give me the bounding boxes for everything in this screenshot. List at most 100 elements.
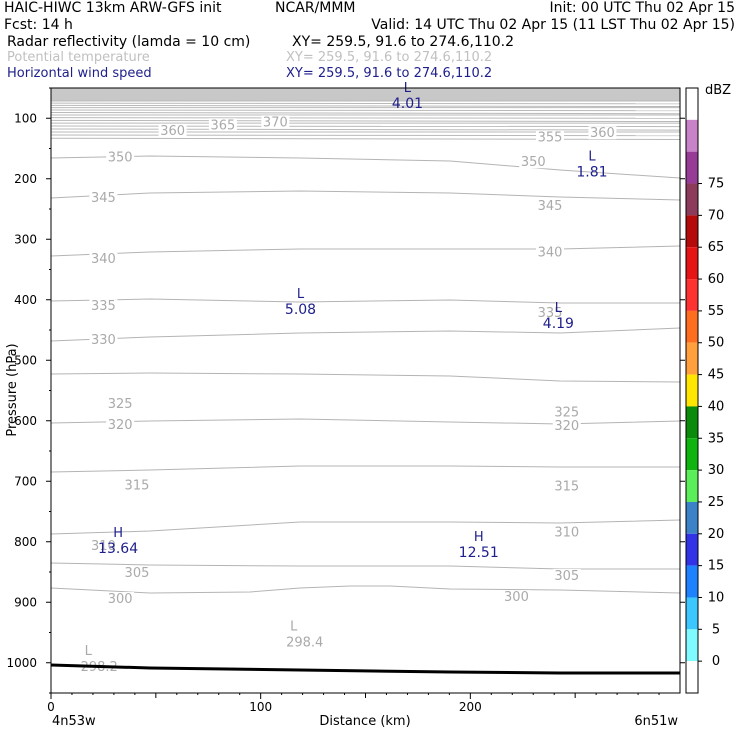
y-tick-label: 900	[14, 595, 37, 609]
colorbar-swatch	[686, 151, 698, 184]
y-tick-label: 1000	[6, 656, 37, 670]
y-tick-label: 800	[14, 535, 37, 549]
colorbar-swatch	[686, 565, 698, 598]
wind-extremum-value: 13.64	[98, 541, 138, 557]
theta-label-bg	[89, 333, 118, 347]
theta-label: 350	[521, 155, 546, 170]
theta-label: 305	[554, 569, 579, 584]
theta-label: 345	[91, 191, 116, 206]
wind-extremum-value: 4.19	[543, 316, 574, 332]
x-tick-label: 100	[249, 700, 272, 714]
theta-contour-upper	[50, 104, 681, 108]
theta-label: 300	[108, 592, 133, 607]
theta-contour-upper	[50, 128, 681, 131]
colorbar-swatch	[686, 597, 698, 630]
x-tick-label: 0	[47, 700, 55, 714]
wind-extremum-value: 1.81	[576, 165, 607, 181]
wind-extremum-marker: L	[555, 301, 563, 316]
theta-label: 340	[538, 245, 563, 260]
theta-label-bg	[122, 478, 151, 492]
theta-label: 310	[91, 539, 116, 554]
theta-label-bg	[106, 592, 135, 606]
theta-contour-upper	[50, 134, 681, 137]
field-wind-name: Horizontal wind speed	[7, 66, 152, 81]
valid-time: Valid: 14 UTC Thu 02 Apr 15 (11 LST Thu …	[371, 17, 735, 33]
field-wind-xy: XY= 259.5, 91.6 to 274.6,110.2	[286, 66, 493, 81]
theta-label-bg	[502, 590, 531, 604]
theta-label: 320	[554, 419, 579, 434]
y-axis-label: Pressure (hPa)	[5, 343, 20, 436]
theta-contour	[50, 245, 681, 257]
theta-label: 370	[263, 115, 288, 130]
theta-label: 315	[554, 480, 579, 495]
colorbar-swatch	[686, 374, 698, 407]
theta-label: 340	[91, 252, 116, 267]
field-theta-name: Potential temperature	[7, 50, 150, 65]
theta-label: 360	[160, 124, 185, 139]
y-tick-label: 100	[14, 111, 37, 125]
x-axis-label: Distance (km)	[319, 714, 410, 729]
theta-label-bg	[89, 252, 118, 266]
colorbar-tick-label: 10	[708, 590, 725, 605]
theta-label: 350	[108, 150, 133, 165]
theta-contour-upper	[50, 137, 681, 140]
colorbar-swatch	[686, 438, 698, 471]
theta-label: 345	[538, 199, 563, 214]
theta-label: 315	[125, 478, 150, 493]
theta-contour-upper	[50, 117, 681, 119]
theta-label-bg	[536, 198, 565, 212]
wind-extremum-value: 5.08	[285, 302, 316, 318]
theta-label: 300	[504, 590, 529, 605]
colorbar-swatch	[686, 310, 698, 343]
theta-label-bg	[122, 566, 151, 580]
theta-contour	[50, 519, 681, 535]
theta-label-bg	[208, 118, 237, 132]
colorbar-tick-label: 40	[708, 399, 725, 414]
theta-contour-upper	[50, 102, 681, 105]
theta-label-bg	[536, 305, 565, 319]
colorbar-swatch	[686, 661, 698, 693]
theta-label: 330	[91, 333, 116, 348]
colorbar-swatch	[686, 247, 698, 280]
wind-extremum-marker: L	[588, 150, 596, 165]
title-left: HAIC-HIWC 13km ARW-GFS init	[4, 0, 222, 16]
theta-label-bg	[552, 569, 581, 583]
theta-contour	[50, 418, 681, 425]
colorbar-tick-label: 65	[708, 240, 725, 255]
theta-contour	[50, 190, 681, 201]
colorbar-swatch	[686, 279, 698, 311]
theta-label: 305	[125, 566, 150, 581]
init-time: Init: 00 UTC Thu 02 Apr 15	[549, 0, 735, 16]
colorbar-swatch	[686, 406, 698, 439]
theta-contour	[50, 465, 680, 473]
theta-label-bg	[89, 299, 118, 313]
theta-label: 355	[538, 130, 563, 145]
theta-extremum-marker: L	[85, 644, 93, 659]
y-tick-label: 400	[14, 293, 37, 307]
field-reflectivity-xy: XY= 259.5, 91.6 to 274.6,110.2	[292, 34, 515, 50]
colorbar-frame	[685, 87, 699, 694]
theta-label-bg	[552, 525, 581, 539]
theta-contour	[50, 327, 681, 342]
theta-contour-upper	[50, 125, 681, 128]
theta-label: 335	[538, 306, 563, 321]
field-reflectivity-name: Radar reflectivity (lamda = 10 cm)	[7, 34, 251, 50]
theta-label: 320	[108, 418, 133, 433]
colorbar-swatch	[686, 215, 698, 248]
theta-label: 325	[554, 406, 579, 421]
theta-label-bg	[519, 155, 548, 169]
wind-extremum-value: 12.51	[459, 545, 499, 561]
colorbar-tick-label: 0	[712, 654, 720, 669]
colorbar-unit: dBZ	[705, 83, 731, 98]
theta-label-bg	[552, 479, 581, 493]
forecast-hour: Fcst: 14 h	[4, 17, 73, 33]
theta-contour	[50, 562, 680, 570]
y-tick-label: 200	[14, 172, 37, 186]
theta-label-bg	[106, 150, 135, 164]
colorbar-tick-label: 30	[708, 463, 725, 478]
theta-label: 335	[91, 299, 116, 314]
theta-contour	[50, 372, 681, 383]
theta-label-bg	[106, 417, 135, 431]
wind-extremum-marker: L	[297, 287, 305, 302]
theta-label-bg	[536, 245, 565, 259]
